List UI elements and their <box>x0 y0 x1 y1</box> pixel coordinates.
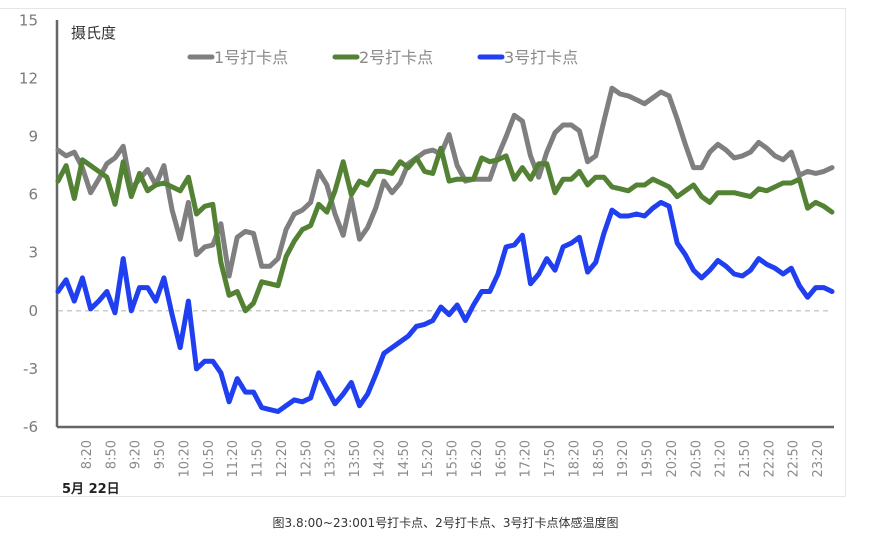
x-tick-label: 18:50 <box>592 440 607 477</box>
x-tick-label: 14:50 <box>397 440 412 477</box>
y-tick-label: 6 <box>28 186 38 204</box>
x-tick-label: 8:50 <box>104 440 119 469</box>
x-axis-ticks: 8:20 8:50 9:20 9:50 10:20 10:50 11:20 11:50 12:2… <box>80 440 826 477</box>
x-tick-label: 15:50 <box>446 440 461 477</box>
x-tick-label: 13:50 <box>348 440 363 477</box>
x-tick-label: 15:20 <box>421 440 436 477</box>
legend-label-3: 3号打卡点 <box>504 48 578 67</box>
x-tick-label: 18:20 <box>567 440 582 477</box>
y-tick-label: 0 <box>28 302 38 320</box>
x-tick-label: 12:50 <box>299 440 314 477</box>
y-axis-ticks: 15 12 9 6 3 0 -3 -6 <box>19 11 38 436</box>
series-line-2 <box>55 145 835 314</box>
y-tick-label: 9 <box>28 128 38 146</box>
x-tick-label: 19:50 <box>641 440 656 477</box>
legend-label-1: 1号打卡点 <box>214 48 288 67</box>
x-tick-label: 9:20 <box>129 440 144 469</box>
x-tick-label: 19:20 <box>616 440 631 477</box>
chart-frame <box>0 8 846 497</box>
x-tick-label: 22:20 <box>762 440 777 477</box>
x-tick-label: 16:50 <box>494 440 509 477</box>
x-tick-label: 13:20 <box>324 440 339 477</box>
series-line-1 <box>55 85 835 279</box>
x-tick-label: 20:20 <box>665 440 680 477</box>
x-tick-label: 10:50 <box>202 440 217 477</box>
x-tick-label: 20:50 <box>689 440 704 477</box>
x-tick-label: 9:50 <box>153 440 168 469</box>
y-tick-label: -6 <box>23 418 38 436</box>
x-tick-label: 16:20 <box>470 440 485 477</box>
x-tick-label: 11:50 <box>251 440 266 477</box>
x-tick-label: 23:20 <box>811 440 826 477</box>
x-tick-label: 11:20 <box>226 440 241 477</box>
x-axis-date-label: 5月 22日 <box>62 482 120 497</box>
y-tick-label: 3 <box>28 244 38 262</box>
series-group <box>55 85 835 414</box>
x-tick-label: 10:20 <box>177 440 192 477</box>
y-tick-label: 15 <box>19 11 38 29</box>
x-tick-label: 17:50 <box>543 440 558 477</box>
legend: 1号打卡点 2号打卡点 3号打卡点 <box>187 48 578 67</box>
figure-caption: 图3.8:00~23:001号打卡点、2号打卡点、3号打卡点体感温度图 <box>272 516 619 530</box>
x-tick-label: 21:50 <box>738 440 753 477</box>
x-tick-label: 21:20 <box>714 440 729 477</box>
x-tick-label: 22:50 <box>787 440 802 477</box>
x-tick-label: 8:20 <box>80 440 95 469</box>
legend-label-2: 2号打卡点 <box>359 48 433 67</box>
y-axis-unit-label: 摄氏度 <box>71 24 117 42</box>
y-tick-label: -3 <box>23 360 38 378</box>
series-line-3 <box>55 199 835 414</box>
y-tick-label: 12 <box>19 69 38 87</box>
x-tick-label: 14:20 <box>372 440 387 477</box>
x-tick-label: 17:20 <box>519 440 534 477</box>
x-tick-label: 12:20 <box>275 440 290 477</box>
